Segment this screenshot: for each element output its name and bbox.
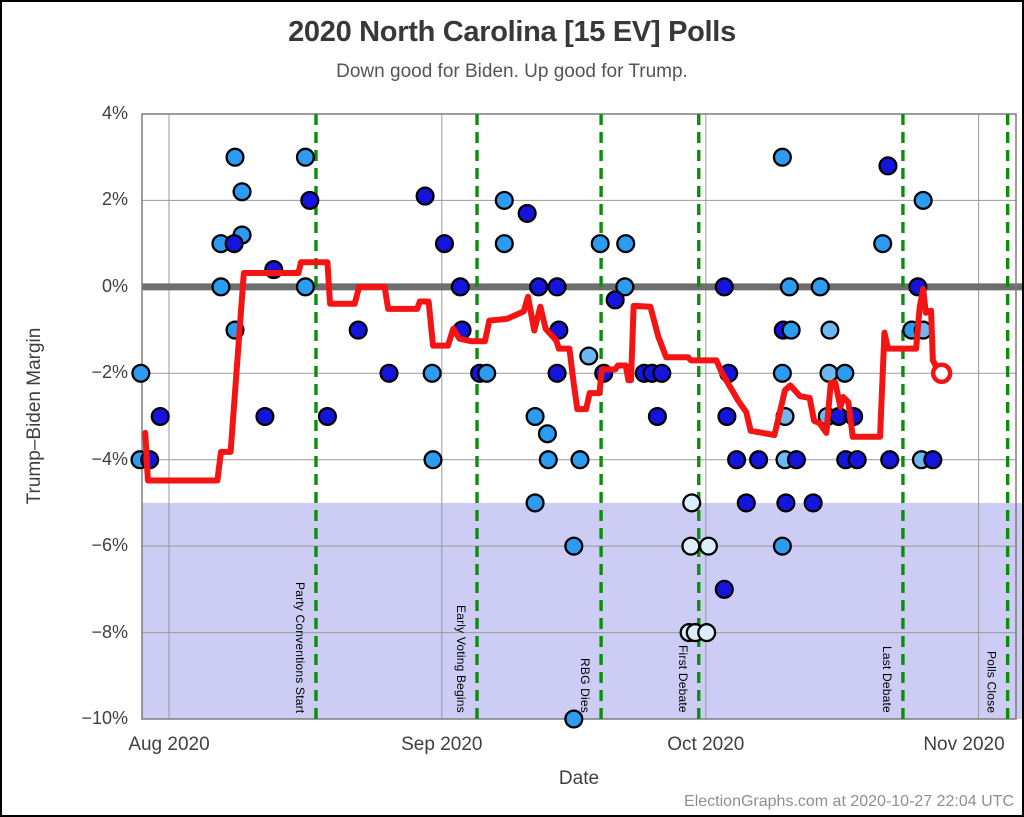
- poll-dot: [477, 363, 497, 383]
- poll-dot: [255, 406, 275, 427]
- event-label: Party Conventions Start: [292, 581, 307, 713]
- poll-dot: [697, 623, 717, 643]
- poll-dot: [772, 363, 792, 383]
- poll-dot: [434, 234, 455, 254]
- poll-dot: [494, 234, 514, 254]
- poll-dot: [772, 536, 792, 556]
- poll-dot: [564, 709, 584, 729]
- poll-dot: [579, 346, 599, 366]
- poll-dot: [772, 147, 792, 167]
- current-average-marker: [930, 362, 953, 385]
- average-line: [142, 259, 945, 484]
- poll-dot: [913, 190, 933, 210]
- poll-dot: [714, 277, 734, 297]
- chart-subtitle: Down good for Biden. Up good for Trump.: [336, 61, 688, 82]
- poll-dot: [564, 536, 584, 556]
- poll-dot: [547, 277, 567, 297]
- poll-dot: [605, 290, 625, 310]
- y-tick-label: −6%: [91, 535, 128, 556]
- poll-dot: [698, 536, 718, 556]
- y-tick-label: −4%: [91, 448, 128, 469]
- poll-dot: [736, 493, 756, 513]
- poll-dot: [681, 536, 701, 556]
- x-tick-label: Sep 2020: [401, 734, 483, 755]
- poll-dot: [810, 277, 830, 297]
- poll-dot: [224, 234, 244, 254]
- poll-dot: [615, 277, 635, 297]
- poll-dot: [776, 493, 796, 513]
- poll-dot: [379, 363, 399, 383]
- y-axis-label: Trump–Biden Margin: [24, 327, 45, 505]
- poll-dot: [348, 320, 368, 340]
- y-tick-label: −8%: [91, 621, 128, 642]
- poll-dot: [300, 190, 320, 210]
- poll-dot: [803, 493, 823, 513]
- poll-dot: [537, 424, 557, 444]
- poll-dot: [847, 450, 867, 470]
- poll-dot: [225, 147, 245, 167]
- poll-dot: [714, 579, 734, 599]
- poll-dot: [547, 363, 567, 383]
- poll-dot: [538, 450, 558, 470]
- poll-dot: [781, 320, 801, 340]
- poll-dot: [211, 277, 231, 297]
- x-tick-label: Aug 2020: [128, 734, 210, 755]
- chart-title: 2020 North Carolina [15 EV] Polls: [288, 16, 736, 48]
- poll-dot: [779, 277, 799, 297]
- poll-dot: [570, 450, 590, 470]
- y-tick-label: 4%: [101, 103, 128, 123]
- poll-dot: [616, 234, 636, 254]
- poll-dot: [131, 363, 151, 383]
- poll-dot: [317, 406, 337, 427]
- poll-dot: [423, 450, 443, 470]
- event-label: First Debate: [675, 645, 690, 713]
- poll-dot: [295, 277, 315, 297]
- poll-dot: [450, 277, 470, 297]
- poll-dot: [682, 493, 702, 513]
- poll-dot: [873, 234, 893, 254]
- poll-dot: [422, 363, 442, 383]
- poll-dot: [820, 320, 840, 340]
- event-label: RBG Dies: [578, 658, 593, 713]
- event-label: Last Debate: [879, 646, 894, 713]
- poll-dot: [786, 450, 806, 470]
- y-tick-label: −2%: [91, 362, 128, 383]
- poll-dot: [529, 277, 549, 297]
- poll-dot: [647, 406, 667, 427]
- footer-credit: ElectionGraphs.com at 2020-10-27 22:04 U…: [684, 793, 1014, 810]
- poll-dot: [835, 363, 855, 383]
- poll-dot: [150, 406, 170, 427]
- poll-dot: [878, 156, 898, 176]
- x-tick-label: Oct 2020: [667, 734, 745, 755]
- poll-dot: [717, 406, 737, 427]
- poll-dot: [923, 450, 943, 470]
- poll-dot: [880, 450, 900, 470]
- biden-win-band: [142, 502, 1022, 719]
- y-tick-label: 2%: [101, 189, 128, 210]
- event-label: Early Voting Begins: [454, 605, 469, 713]
- event-label: Polls Close: [984, 650, 999, 713]
- poll-dot: [525, 406, 545, 427]
- poll-dot: [749, 450, 769, 470]
- poll-dot: [295, 147, 315, 167]
- poll-dot: [494, 190, 514, 210]
- poll-dot: [727, 450, 747, 470]
- y-tick-label: −10%: [81, 708, 128, 728]
- poll-dot: [517, 203, 537, 223]
- poll-dot: [525, 493, 545, 513]
- poll-dot: [590, 234, 610, 254]
- x-tick-label: Nov 2020: [923, 734, 1005, 755]
- poll-dot: [415, 186, 435, 206]
- poll-dot: [652, 363, 672, 383]
- poll-dot: [232, 182, 252, 202]
- poll-dot: [819, 363, 839, 383]
- zero-margin-band: [142, 283, 1022, 291]
- y-tick-label: 0%: [101, 275, 128, 296]
- x-axis-label: Date: [558, 768, 600, 789]
